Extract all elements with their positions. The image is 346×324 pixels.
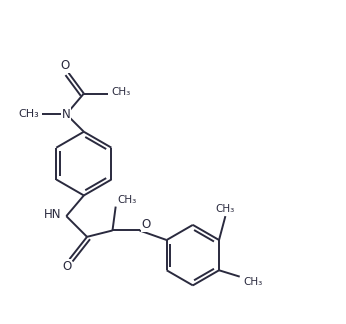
Text: HN: HN [44,208,62,221]
Text: O: O [141,218,151,231]
Text: O: O [62,260,72,272]
Text: CH₃: CH₃ [216,204,235,214]
Text: CH₃: CH₃ [18,109,39,119]
Text: CH₃: CH₃ [111,87,130,97]
Text: CH₃: CH₃ [243,277,262,287]
Text: N: N [62,108,71,121]
Text: CH₃: CH₃ [117,195,137,204]
Text: O: O [60,59,69,72]
